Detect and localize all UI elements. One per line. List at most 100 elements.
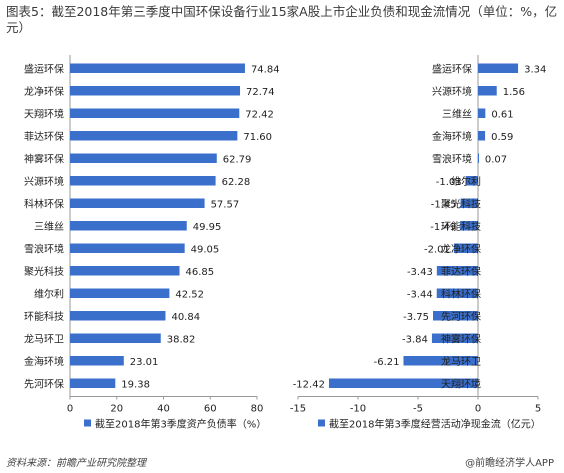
right-bar <box>433 311 478 321</box>
right-legend-swatch <box>318 419 325 427</box>
right-bar <box>436 266 478 276</box>
right-category-label: 先河环保 <box>441 310 481 323</box>
left-category-label: 三维丝 <box>34 220 64 233</box>
left-bar <box>70 288 170 298</box>
right-data-label: -2.01 <box>424 244 450 255</box>
right-bar-chart: 盛运环保 3.34 兴源环境 1.56 三维丝 0.61 金海环境 0.59 雪浪环境 0.07 维… <box>290 55 546 431</box>
left-category-label: 龙净环保 <box>24 85 64 98</box>
right-legend-label: 截至2018年第3季度经营活动净现金流（亿元） <box>329 418 541 431</box>
right-category-label: 龙净环保 <box>441 242 481 255</box>
right-category-label: 盛运环保 <box>432 62 472 75</box>
right-data-label: -12.42 <box>293 379 325 390</box>
left-bar <box>70 333 161 343</box>
right-bar <box>431 333 478 343</box>
left-category-label: 天翔环境 <box>24 107 64 120</box>
right-data-label: -1.45 <box>431 199 457 210</box>
right-category-label: 菲达环保 <box>441 265 481 278</box>
left-category-label: 菲达环保 <box>24 130 64 143</box>
right-category-label: 天翔环境 <box>441 377 481 390</box>
right-data-label: -3.84 <box>402 334 428 345</box>
brand-mark: @前瞻经济学人APP <box>465 458 554 469</box>
right-category-label: 聚光科技 <box>441 197 481 210</box>
right-bar <box>478 86 497 96</box>
left-category-label: 先河环保 <box>24 377 64 390</box>
left-category-label: 维尔利 <box>34 287 64 300</box>
right-data-label: 1.56 <box>503 87 525 98</box>
right-bar <box>478 131 486 141</box>
right-data-label: -3.75 <box>403 312 429 323</box>
left-data-label: 71.60 <box>243 132 272 143</box>
left-data-label: 72.74 <box>246 87 275 98</box>
right-data-label: -1.49 <box>430 222 456 233</box>
right-category-label: 神雾环保 <box>441 332 481 345</box>
left-bar <box>70 198 205 208</box>
left-bar <box>70 86 241 96</box>
right-category-label: 环能科技 <box>441 220 481 233</box>
left-category-label: 环能科技 <box>24 310 64 323</box>
right-bar <box>436 288 478 298</box>
left-bar <box>70 266 180 276</box>
right-bar <box>478 63 519 73</box>
right-x-tick-label: -10 <box>350 404 366 415</box>
right-bar <box>403 356 478 366</box>
right-data-label: 0.61 <box>491 109 513 120</box>
left-data-label: 46.85 <box>186 267 215 278</box>
left-data-label: 40.84 <box>171 312 200 323</box>
left-legend-swatch <box>84 419 91 427</box>
left-category-label: 聚光科技 <box>24 265 64 278</box>
left-data-label: 62.28 <box>222 177 251 188</box>
left-bar <box>70 108 240 118</box>
right-x-tick-label: 0 <box>475 404 481 415</box>
left-x-tick-label: 80 <box>251 404 264 415</box>
right-bar <box>465 176 478 186</box>
left-data-label: 72.42 <box>245 109 274 120</box>
right-bar <box>478 108 486 118</box>
left-bar <box>70 221 187 231</box>
right-category-label: 兴源环境 <box>432 85 472 98</box>
right-data-label: 0.07 <box>485 154 507 165</box>
left-category-label: 金海环境 <box>24 355 64 368</box>
left-category-label: 兴源环境 <box>24 175 64 188</box>
left-data-label: 23.01 <box>130 357 159 368</box>
right-category-label: 龙马环卫 <box>441 355 481 368</box>
right-data-label: -6.21 <box>374 357 400 368</box>
left-data-label: 57.57 <box>211 199 240 210</box>
source-note: 资料来源：前瞻产业研究院整理 <box>6 458 146 469</box>
left-data-label: 62.79 <box>223 154 252 165</box>
right-data-label: -1.03 <box>436 177 462 188</box>
left-bar <box>70 63 245 73</box>
left-data-label: 38.82 <box>167 334 196 345</box>
right-bar <box>460 198 478 208</box>
right-category-label: 三维丝 <box>442 107 472 120</box>
left-data-label: 49.95 <box>193 222 222 233</box>
left-bar <box>70 356 124 366</box>
right-x-tick-label: 5 <box>535 404 541 415</box>
left-data-label: 49.05 <box>191 244 220 255</box>
left-data-label: 42.52 <box>175 289 204 300</box>
left-category-label: 龙马环卫 <box>24 332 64 345</box>
left-data-label: 19.38 <box>121 379 150 390</box>
right-category-label: 科林环保 <box>441 287 481 300</box>
left-bar <box>70 243 185 253</box>
left-legend-label: 截至2018年第3季度资产负债率（%） <box>95 418 266 431</box>
right-bar <box>453 243 478 253</box>
left-category-label: 雪浪环境 <box>24 242 64 255</box>
right-data-label: -3.43 <box>407 267 433 278</box>
left-data-label: 74.84 <box>251 64 280 75</box>
right-data-label: -3.44 <box>407 289 433 300</box>
right-data-label: 0.59 <box>491 132 513 143</box>
left-bar <box>70 311 166 321</box>
right-data-label: 3.34 <box>524 64 546 75</box>
left-bar <box>70 378 116 388</box>
left-x-tick-label: 0 <box>67 404 73 415</box>
right-bar <box>460 221 478 231</box>
right-bar <box>478 153 479 163</box>
left-category-label: 科林环保 <box>24 197 64 210</box>
right-category-label: 雪浪环境 <box>432 152 472 165</box>
chart-title: 图表5：截至2018年第三季度中国环保设备行业15家A股上市企业负债和现金流情况… <box>6 4 558 35</box>
left-x-tick-label: 20 <box>110 404 123 415</box>
left-category-label: 盛运环保 <box>24 62 64 75</box>
right-x-tick-label: -5 <box>413 404 423 415</box>
right-bar <box>328 378 478 388</box>
